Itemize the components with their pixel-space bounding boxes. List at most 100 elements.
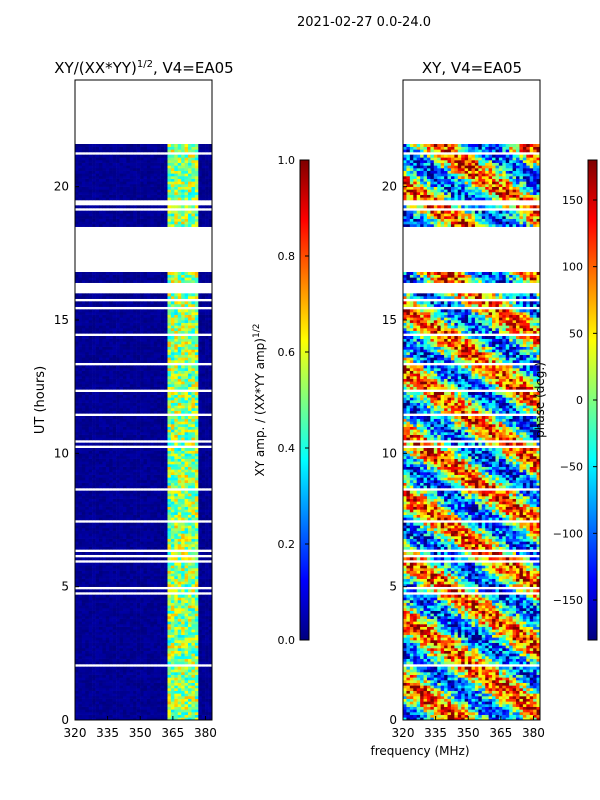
heatmap-cell xyxy=(170,576,175,579)
heatmap-cell xyxy=(153,576,158,579)
heatmap-cell xyxy=(205,642,209,646)
heatmap-cell xyxy=(191,538,196,542)
heatmap-cell xyxy=(140,394,144,398)
heatmap-cell xyxy=(184,514,189,518)
heatmap-cell xyxy=(170,544,175,547)
heatmap-cell xyxy=(164,373,168,377)
heatmap-cell xyxy=(119,589,124,593)
heatmap-cell xyxy=(126,400,131,403)
heatmap-cell xyxy=(201,653,206,657)
heatmap-cell xyxy=(143,698,148,702)
heatmap-cell xyxy=(167,618,172,622)
heatmap-cell xyxy=(129,493,134,497)
heatmap-cell xyxy=(88,552,93,555)
heatmap-cell xyxy=(174,562,179,566)
heatmap-cell xyxy=(146,456,151,459)
heatmap-cell xyxy=(95,437,100,441)
heatmap-cell xyxy=(95,512,100,515)
heatmap-cell xyxy=(160,418,165,422)
heatmap-cell xyxy=(85,616,89,619)
heatmap-cell xyxy=(198,509,203,513)
heatmap-cell xyxy=(105,682,110,686)
heatmap-cell xyxy=(92,696,96,699)
heatmap-cell xyxy=(78,392,83,395)
heatmap-cell xyxy=(150,544,155,547)
heatmap-cell xyxy=(157,490,161,494)
heatmap-cell xyxy=(133,397,137,401)
heatmap-cell xyxy=(191,458,196,462)
heatmap-cell xyxy=(129,632,134,635)
heatmap-cell xyxy=(174,525,179,529)
heatmap-cell xyxy=(143,400,148,403)
heatmap-cell xyxy=(170,672,175,675)
heatmap-cell xyxy=(133,610,137,614)
heatmap-cell xyxy=(126,514,131,518)
heatmap-cell xyxy=(98,605,103,609)
heatmap-cell xyxy=(188,610,192,614)
heatmap-cell xyxy=(174,394,179,398)
heatmap-cell xyxy=(78,562,83,566)
heatmap-cell xyxy=(198,546,203,550)
heatmap-cell xyxy=(116,408,120,411)
heatmap-cell xyxy=(116,701,120,705)
heatmap-cell xyxy=(146,690,151,694)
heatmap-cell xyxy=(140,461,144,465)
heatmap-cell xyxy=(205,530,209,534)
heatmap-cell xyxy=(85,704,89,707)
heatmap-cell xyxy=(95,448,100,451)
heatmap-cell xyxy=(112,562,117,566)
heatmap-cell xyxy=(140,541,144,545)
heatmap-cell xyxy=(170,368,175,371)
heatmap-cell xyxy=(126,562,131,566)
heatmap-cell xyxy=(109,605,113,609)
heatmap-cell xyxy=(78,416,83,419)
heatmap-cell xyxy=(98,456,103,459)
heatmap-cell xyxy=(98,469,103,473)
heatmap-cell xyxy=(170,378,175,382)
heatmap-cell xyxy=(112,498,117,502)
heatmap-cell xyxy=(205,618,209,622)
heatmap-cell xyxy=(153,680,158,683)
heatmap-cell xyxy=(133,656,137,659)
heatmap-cell xyxy=(140,610,144,614)
heatmap-cell xyxy=(126,373,131,377)
heatmap-cell xyxy=(164,597,168,601)
heatmap-cell xyxy=(105,472,110,475)
heatmap-cell xyxy=(122,517,127,521)
heatmap-cell xyxy=(129,424,134,427)
heatmap-cell xyxy=(170,618,175,622)
heatmap-cell xyxy=(105,696,110,699)
heatmap-cell xyxy=(102,640,107,643)
heatmap-cell xyxy=(174,637,179,641)
heatmap-cell xyxy=(105,405,110,409)
heatmap-cell xyxy=(81,525,86,529)
heatmap-cell xyxy=(174,482,179,486)
heatmap-cell xyxy=(105,594,110,598)
heatmap-cell xyxy=(153,416,158,419)
heatmap-cell xyxy=(188,533,192,537)
heatmap-cell xyxy=(205,477,209,481)
heatmap-cell xyxy=(126,477,131,481)
heatmap-cell xyxy=(174,698,179,702)
heatmap-cell xyxy=(174,485,179,489)
heatmap-cell xyxy=(88,456,93,459)
heatmap-cell xyxy=(116,552,120,555)
heatmap-cell xyxy=(194,605,199,609)
heatmap-cell xyxy=(98,512,103,515)
heatmap-cell xyxy=(167,645,172,649)
heatmap-cell xyxy=(136,666,141,670)
heatmap-cell xyxy=(146,594,151,598)
heatmap-cell xyxy=(174,509,179,513)
heatmap-cell xyxy=(98,672,103,675)
heatmap-cell xyxy=(136,626,141,630)
heatmap-cell xyxy=(198,557,203,561)
heatmap-cell xyxy=(119,648,124,651)
heatmap-cell xyxy=(126,690,131,694)
heatmap-cell xyxy=(122,634,127,638)
heatmap-cell xyxy=(98,584,103,587)
heatmap-cell xyxy=(177,530,182,534)
heatmap-cell xyxy=(129,602,134,606)
heatmap-cell xyxy=(167,570,172,574)
heatmap-cell xyxy=(133,538,137,542)
heatmap-cell xyxy=(157,357,161,361)
